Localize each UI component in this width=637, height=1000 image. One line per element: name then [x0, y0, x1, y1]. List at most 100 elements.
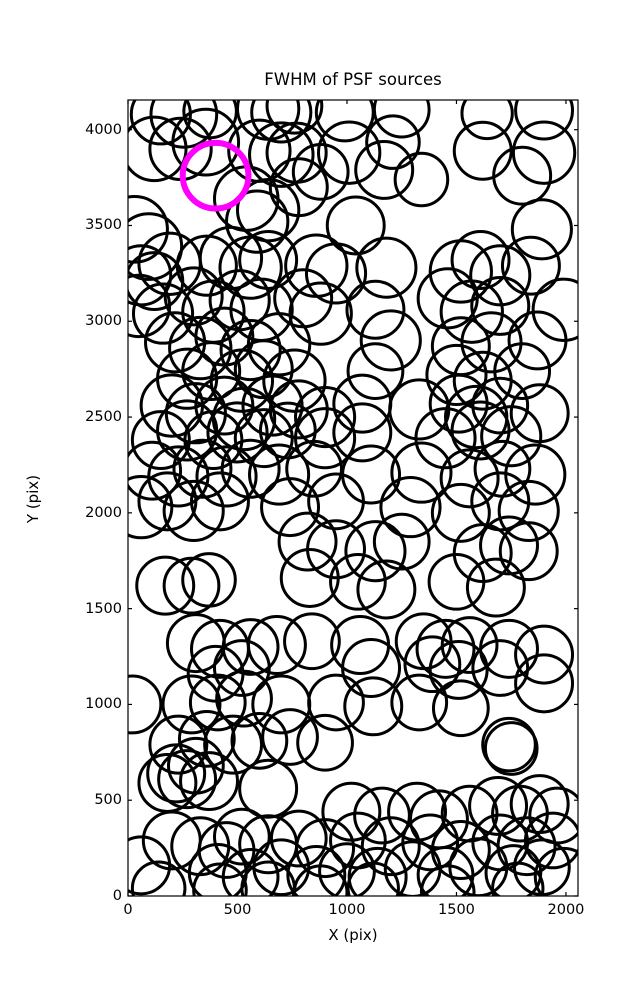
psf-source-circles [128, 100, 578, 896]
psf-source-circle [471, 376, 530, 435]
psf-source-circle [283, 612, 341, 671]
y-tick-label: 1000 [85, 696, 122, 713]
psf-source-circle [286, 844, 347, 896]
psf-source-circle [269, 809, 328, 868]
psf-source-circle [294, 386, 357, 449]
psf-source-circle [130, 410, 191, 471]
y-tick-label: 3500 [85, 217, 122, 234]
psf-source-circle [439, 279, 504, 344]
psf-source-circle [416, 267, 479, 330]
psf-source-circle [225, 189, 290, 254]
psf-source-circle [347, 846, 408, 896]
psf-source-circle [344, 520, 407, 583]
psf-source-circle [262, 348, 327, 413]
psf-source-circle [359, 309, 422, 372]
x-tick-label: 1000 [328, 902, 366, 918]
x-tick-label: 500 [223, 902, 252, 918]
psf-source-circle [128, 273, 172, 339]
psf-source-circle [470, 275, 531, 336]
psf-source-circle [172, 438, 233, 499]
psf-source-circle [332, 402, 393, 463]
psf-source-circle [261, 708, 319, 766]
psf-source-circle [137, 471, 198, 532]
psf-source-circle [483, 721, 539, 776]
psf-source-circle [248, 443, 311, 506]
x-tick-label: 1500 [438, 902, 475, 918]
psf-source-circle [403, 635, 462, 694]
psf-source-circle [188, 673, 247, 732]
psf-source-circle [148, 714, 209, 775]
psf-source-circle [468, 775, 529, 836]
psf-source-circle [343, 676, 404, 737]
psf-source-circle [511, 120, 577, 185]
psf-source-circle [325, 195, 386, 256]
psf-source-circle [279, 548, 340, 608]
x-axis-label: X (pix) [328, 926, 378, 944]
psf-source-circle [365, 114, 421, 170]
psf-source-circle [128, 115, 188, 183]
psf-source-circle [452, 120, 513, 181]
psf-source-circle [372, 512, 431, 571]
psf-source-circle [528, 786, 578, 845]
psf-source-circle [195, 445, 258, 508]
psf-source-circle [206, 401, 269, 464]
psf-source-circle [425, 343, 488, 406]
y-tick-label: 4000 [85, 121, 122, 138]
y-tick-label: 2500 [85, 409, 122, 426]
psf-source-circle [233, 408, 294, 469]
psf-source-circle [509, 774, 570, 835]
psf-source-circle [479, 515, 539, 576]
psf-source-circle [220, 438, 281, 499]
psf-source-circle [491, 861, 545, 896]
psf-source-circle [157, 749, 218, 810]
psf-source-circle [514, 624, 575, 685]
y-tick-label: 3000 [85, 313, 122, 330]
psf-source-circle [285, 439, 344, 498]
psf-source-circle [213, 639, 271, 697]
psf-source-circle [168, 315, 233, 381]
psf-source-circle [219, 318, 282, 382]
psf-source-circle [341, 638, 402, 698]
psf-source-circle [393, 151, 450, 208]
psf-source-circle [430, 482, 491, 543]
psf-source-circle [480, 405, 543, 468]
psf-source-circle [131, 282, 195, 345]
psf-source-circle [317, 120, 382, 185]
psf-source-circle [277, 511, 338, 572]
psf-source-circle [469, 244, 532, 307]
psf-source-circle [514, 653, 575, 714]
psf-source-circle [387, 781, 448, 842]
psf-source-circle [356, 559, 417, 620]
psf-source-circle [128, 440, 183, 501]
psf-source-circle [167, 736, 225, 795]
psf-source-circle [130, 860, 187, 896]
psf-source-circle [246, 615, 307, 676]
psf-source-circle [177, 710, 236, 768]
psf-source-circle [128, 212, 184, 281]
psf-source-circle [304, 242, 368, 305]
psf-source-circle [355, 236, 418, 299]
psf-source-circle [346, 861, 400, 896]
psf-source-circle [250, 100, 313, 144]
psf-source-circle [493, 342, 552, 400]
psf-source-circle [492, 145, 553, 206]
psf-source-circle [162, 479, 225, 542]
psf-source-circle [190, 471, 250, 532]
psf-source-circle [415, 618, 476, 679]
psf-source-circle [431, 679, 490, 738]
psf-source-circle [354, 139, 415, 200]
psf-source-circle [175, 234, 238, 297]
psf-source-circle [450, 230, 511, 290]
psf-source-circle [296, 713, 354, 772]
psf-source-circle [198, 225, 264, 291]
highlighted-source-circle[interactable] [179, 139, 252, 212]
y-tick-label: 2000 [85, 504, 122, 521]
psf-source-circle [498, 521, 559, 582]
selected-source-marker[interactable] [179, 139, 252, 212]
psf-source-circle [230, 711, 289, 770]
psf-source-circle [383, 840, 442, 896]
psf-source-circle [471, 639, 530, 697]
psf-source-circle [390, 673, 449, 732]
